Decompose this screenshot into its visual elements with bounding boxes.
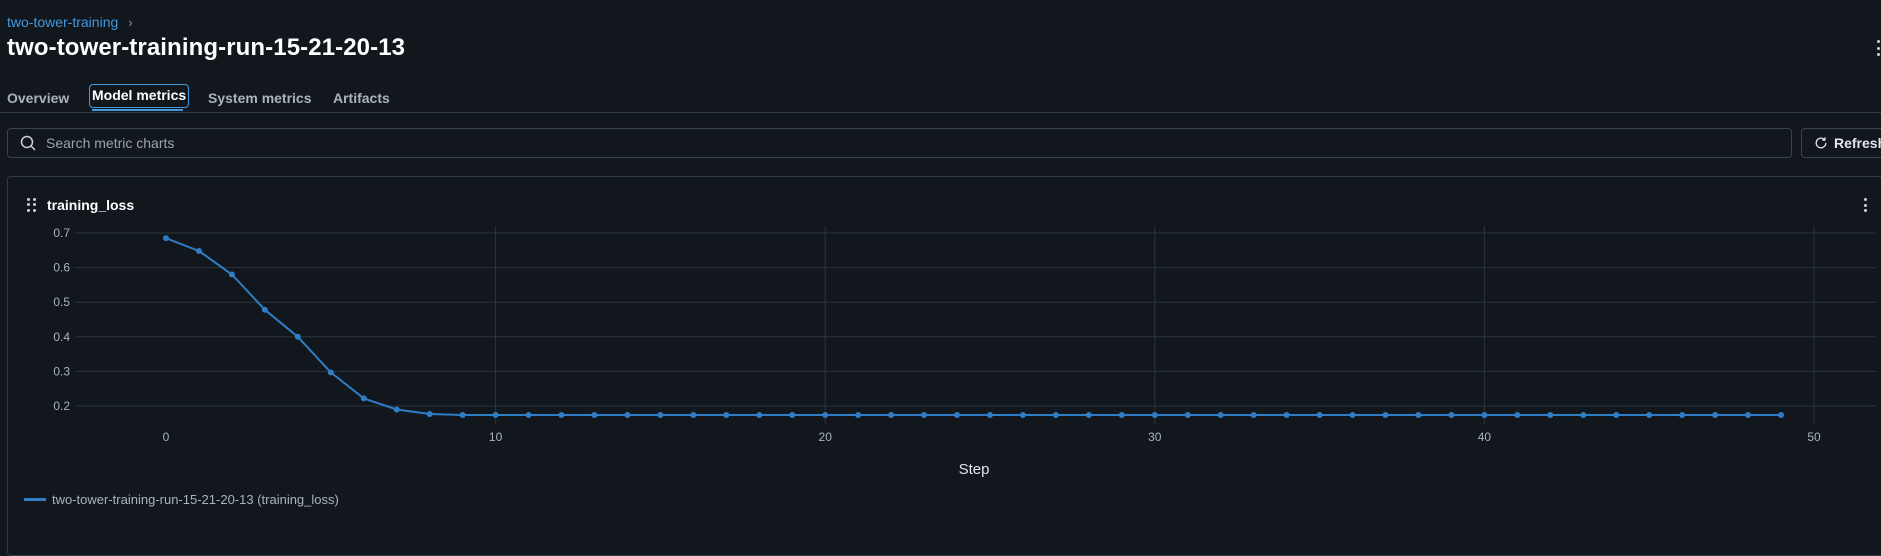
data-point xyxy=(1745,411,1752,418)
y-tick-label: 0.7 xyxy=(53,226,70,240)
data-point xyxy=(360,395,367,402)
data-point xyxy=(525,411,532,418)
chart-title: training_loss xyxy=(47,197,135,213)
data-point xyxy=(261,306,268,313)
data-point xyxy=(1085,411,1092,418)
legend-swatch xyxy=(24,498,46,501)
data-point xyxy=(987,411,993,418)
y-tick-label: 0.5 xyxy=(53,295,70,309)
breadcrumb: two-tower-training › xyxy=(7,14,133,30)
data-point xyxy=(1613,411,1620,418)
training-loss-chart: 0.2 0.3 0.4 0.5 0.6 0.7 0 10 20 30 40 50 Step xyxy=(53,226,1876,478)
data-point xyxy=(954,411,961,418)
legend-label: two-tower-training-run-15-21-20-13 (trai… xyxy=(52,492,339,507)
data-point xyxy=(294,333,301,340)
data-point xyxy=(1151,411,1158,418)
data-point xyxy=(195,247,202,254)
breadcrumb-separator-icon: › xyxy=(128,14,133,30)
data-point xyxy=(1118,411,1125,418)
data-point xyxy=(756,411,763,418)
data-point xyxy=(1448,411,1455,418)
search-box[interactable] xyxy=(7,128,1792,158)
data-point xyxy=(657,411,664,418)
data-point xyxy=(1349,411,1356,418)
data-point xyxy=(1580,411,1587,418)
data-point xyxy=(1382,411,1389,418)
data-point xyxy=(1250,411,1257,418)
data-point xyxy=(1217,411,1224,418)
data-point xyxy=(1514,411,1521,418)
page-title: two-tower-training-run-15-21-20-13 xyxy=(7,34,406,61)
chart-more-icon[interactable] xyxy=(1862,198,1868,212)
x-tick-label: 40 xyxy=(1478,430,1492,444)
data-point xyxy=(1019,411,1026,418)
x-axis-label: Step xyxy=(959,461,990,478)
series-line xyxy=(165,237,1781,416)
x-tick-label: 20 xyxy=(819,430,833,444)
active-tab-indicator xyxy=(92,109,183,111)
data-point xyxy=(1646,411,1653,418)
data-point xyxy=(921,411,928,418)
data-point xyxy=(1415,411,1422,418)
x-tick-label: 50 xyxy=(1807,430,1821,444)
tab-artifacts[interactable]: Artifacts xyxy=(333,90,390,106)
y-tick-label: 0.3 xyxy=(53,364,70,378)
data-point xyxy=(1184,411,1191,418)
data-point xyxy=(1778,411,1785,418)
data-point xyxy=(492,411,499,418)
data-point xyxy=(822,411,829,418)
data-point xyxy=(327,369,334,376)
search-input[interactable] xyxy=(44,134,1748,152)
y-tick-label: 0.6 xyxy=(53,261,70,275)
tab-model-metrics[interactable]: Model metrics xyxy=(89,84,190,108)
data-point xyxy=(1679,411,1686,418)
refresh-label: Refresh xyxy=(1834,135,1881,151)
data-point xyxy=(723,411,730,418)
breadcrumb-parent-link[interactable]: two-tower-training xyxy=(7,14,119,30)
refresh-button[interactable]: Refresh xyxy=(1801,128,1881,158)
tab-bar: Overview Model metrics System metrics Ar… xyxy=(0,84,1881,113)
data-point xyxy=(228,271,235,278)
data-point xyxy=(1547,411,1554,418)
x-tick-label: 0 xyxy=(163,430,170,444)
data-point xyxy=(163,235,169,242)
tab-overview[interactable]: Overview xyxy=(7,90,70,106)
data-point xyxy=(690,411,697,418)
data-point xyxy=(888,411,895,418)
chart-legend[interactable]: two-tower-training-run-15-21-20-13 (trai… xyxy=(24,492,339,507)
x-tick-label: 30 xyxy=(1148,430,1162,444)
data-point xyxy=(1712,411,1719,418)
data-point xyxy=(1316,411,1323,418)
drag-handle-icon[interactable] xyxy=(27,198,36,212)
y-tick-label: 0.2 xyxy=(53,399,70,413)
data-point xyxy=(1052,411,1059,418)
data-point xyxy=(426,410,433,417)
data-point xyxy=(1481,411,1488,418)
page-more-icon[interactable] xyxy=(1875,40,1881,56)
search-icon xyxy=(20,135,36,151)
data-point xyxy=(558,411,565,418)
data-point xyxy=(624,411,631,418)
data-point xyxy=(789,411,796,418)
tab-system-metrics[interactable]: System metrics xyxy=(208,90,312,106)
x-tick-label: 10 xyxy=(489,430,503,444)
refresh-icon xyxy=(1815,137,1827,149)
data-point xyxy=(855,411,862,418)
data-point xyxy=(591,411,598,418)
data-point xyxy=(393,406,400,413)
data-point xyxy=(1283,411,1290,418)
y-tick-label: 0.4 xyxy=(53,330,70,344)
data-point xyxy=(459,411,466,418)
